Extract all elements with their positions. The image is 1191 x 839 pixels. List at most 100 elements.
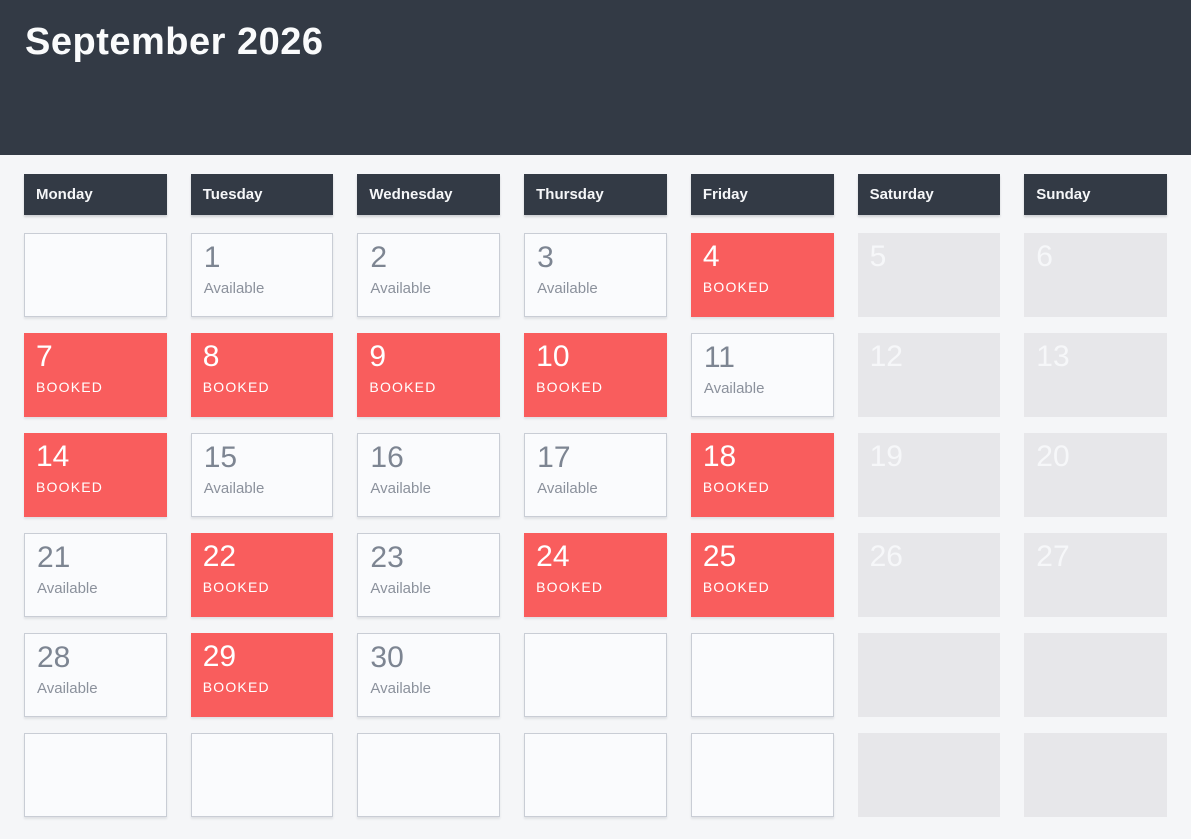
calendar-cell-weekend-empty [857, 633, 1001, 717]
calendar-cell-day-16[interactable]: 16 Available [357, 433, 501, 517]
day-status: Available [537, 279, 598, 297]
day-number: 28 [37, 641, 71, 674]
day-status: Available [370, 679, 432, 697]
day-status: BOOKED [702, 478, 770, 495]
calendar-cell-weekend-empty [1024, 633, 1167, 717]
day-number: 5 [869, 240, 887, 273]
calendar-cell-day-4[interactable]: 4 BOOKED [690, 233, 834, 317]
day-number: 19 [869, 440, 903, 473]
day-status: Available [203, 279, 265, 297]
weekday-header-monday: Monday [24, 174, 167, 215]
day-number: 14 [36, 440, 70, 473]
calendar-cell-day-2[interactable]: 2 Available [357, 233, 501, 317]
day-number: 12 [869, 340, 903, 373]
day-status: BOOKED [536, 378, 604, 395]
calendar-cell-weekend-empty [1024, 733, 1167, 817]
day-number: 11 [703, 341, 735, 374]
calendar-cell-day-10[interactable]: 10 BOOKED [524, 333, 667, 417]
day-status: BOOKED [202, 378, 270, 395]
day-status: BOOKED [202, 578, 270, 595]
day-number: 20 [1036, 440, 1070, 473]
calendar-cell-empty [524, 633, 667, 717]
day-status: Available [37, 679, 98, 697]
calendar-cell-day-26: 26 [857, 533, 1001, 617]
calendar-cell-day-9[interactable]: 9 BOOKED [357, 333, 501, 417]
day-number: 3 [537, 241, 554, 274]
calendar-cell-empty [690, 733, 834, 817]
day-status: Available [203, 479, 265, 497]
day-status: Available [370, 579, 432, 597]
day-number: 24 [536, 540, 570, 573]
calendar-cell-empty [190, 733, 334, 817]
day-number: 10 [536, 340, 570, 373]
day-status: Available [537, 479, 598, 497]
day-number: 23 [370, 541, 404, 574]
calendar-cell-day-24[interactable]: 24 BOOKED [524, 533, 667, 617]
calendar-cell-empty [524, 733, 667, 817]
calendar-cell-day-7[interactable]: 7 BOOKED [24, 333, 167, 417]
day-number: 8 [202, 340, 220, 373]
calendar-cell-day-22[interactable]: 22 BOOKED [190, 533, 334, 617]
calendar-cell-day-5: 5 [857, 233, 1001, 317]
calendar-cell-day-14[interactable]: 14 BOOKED [24, 433, 167, 517]
calendar-cell-day-11[interactable]: 11 Available [690, 333, 834, 417]
calendar-cell-day-6: 6 [1024, 233, 1167, 317]
day-number: 25 [702, 540, 737, 573]
calendar-cell-day-12: 12 [857, 333, 1001, 417]
weekday-header-tuesday: Tuesday [190, 174, 334, 215]
day-status: BOOKED [702, 578, 770, 595]
calendar-cell-day-28[interactable]: 28 Available [24, 633, 167, 717]
calendar-cell-empty [24, 233, 167, 317]
weekday-header-wednesday: Wednesday [357, 174, 501, 215]
calendar-grid: 1 Available 2 Available 3 Available 4 BOOKED 5 6 7… [24, 233, 1167, 817]
day-number: 27 [1036, 540, 1070, 573]
day-status: Available [703, 379, 765, 397]
day-number: 17 [537, 441, 571, 474]
day-status: BOOKED [36, 378, 104, 395]
day-number: 7 [36, 340, 53, 373]
calendar-cell-day-25[interactable]: 25 BOOKED [690, 533, 834, 617]
calendar-cell-empty [24, 733, 167, 817]
calendar-cell-day-3[interactable]: 3 Available [524, 233, 667, 317]
day-number: 30 [370, 641, 404, 674]
day-number: 21 [37, 541, 71, 574]
weekday-header-friday: Friday [690, 174, 834, 215]
month-title: September 2026 [25, 21, 324, 63]
day-number: 26 [869, 540, 903, 573]
day-number: 29 [202, 640, 237, 673]
calendar-cell-day-19: 19 [857, 433, 1001, 517]
day-number: 15 [203, 441, 238, 474]
calendar-cell-empty [690, 633, 834, 717]
day-status: BOOKED [702, 278, 770, 295]
calendar-cell-day-18[interactable]: 18 BOOKED [690, 433, 834, 517]
day-number: 1 [203, 241, 221, 274]
day-number: 22 [202, 540, 237, 573]
day-number: 18 [702, 440, 737, 473]
day-status: BOOKED [36, 478, 104, 495]
calendar-cell-day-8[interactable]: 8 BOOKED [190, 333, 334, 417]
day-number: 6 [1036, 240, 1053, 273]
day-status: BOOKED [369, 378, 437, 395]
day-status: Available [37, 579, 98, 597]
calendar-cell-day-29[interactable]: 29 BOOKED [190, 633, 334, 717]
weekday-row: Monday Tuesday Wednesday Thursday Friday Satu… [24, 174, 1167, 215]
calendar-cell-day-15[interactable]: 15 Available [190, 433, 334, 517]
day-number: 2 [370, 241, 388, 274]
calendar-cell-day-13: 13 [1024, 333, 1167, 417]
calendar-cell-empty [357, 733, 501, 817]
month-header-bar: September 2026 [0, 0, 1191, 155]
calendar-cell-day-1[interactable]: 1 Available [190, 233, 334, 317]
calendar-cell-day-21[interactable]: 21 Available [24, 533, 167, 617]
calendar-cell-day-30[interactable]: 30 Available [357, 633, 501, 717]
day-number: 13 [1036, 340, 1070, 373]
day-number: 16 [370, 441, 404, 474]
day-status: Available [370, 479, 432, 497]
calendar-cell-day-17[interactable]: 17 Available [524, 433, 667, 517]
calendar-cell-day-20: 20 [1024, 433, 1167, 517]
calendar-cell-day-23[interactable]: 23 Available [357, 533, 501, 617]
calendar-cell-weekend-empty [857, 733, 1001, 817]
day-status: BOOKED [536, 578, 604, 595]
calendar-cell-day-27: 27 [1024, 533, 1167, 617]
day-number: 9 [369, 340, 387, 373]
weekday-header-sunday: Sunday [1024, 174, 1167, 215]
